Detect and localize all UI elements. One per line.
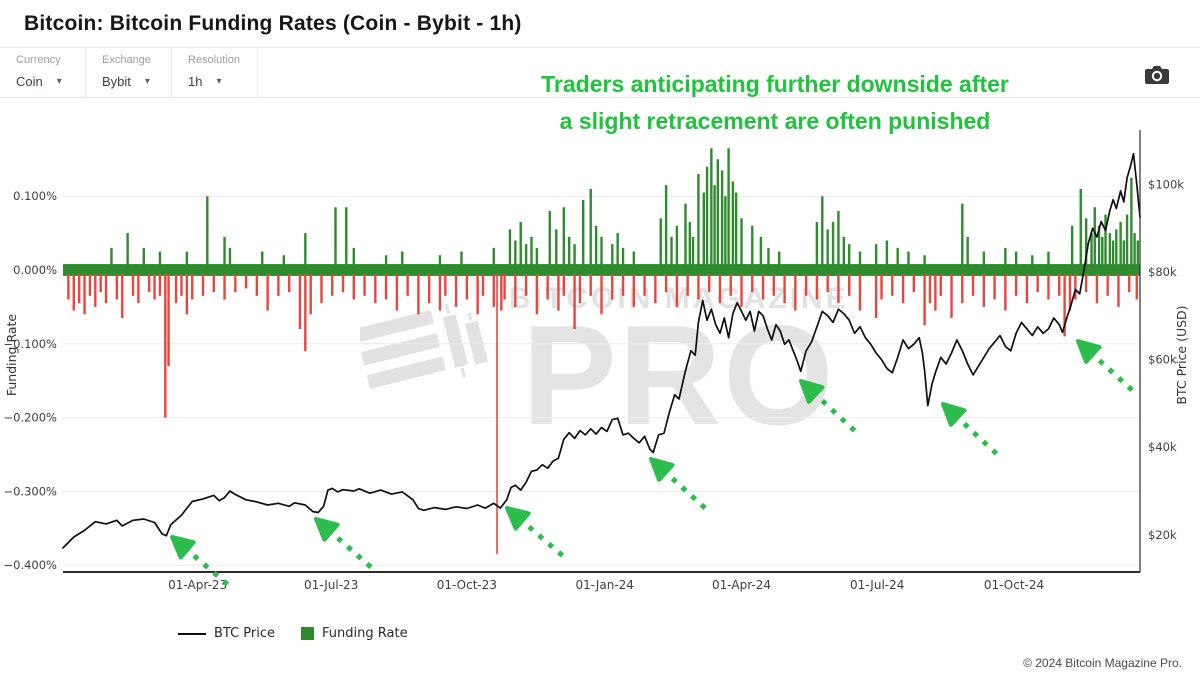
x-axis-tick-label: 01-Apr-24 — [712, 578, 771, 592]
arrow-dotted-tail — [182, 545, 235, 591]
right-axis-tick-label: $100k — [1148, 177, 1184, 191]
currency-value: Coin — [16, 74, 43, 89]
right-axis-tick-label: $40k — [1148, 440, 1177, 454]
x-axis-tick-label: 01-Jul-23 — [304, 578, 358, 592]
page-title: Bitcoin: Bitcoin Funding Rates (Coin - B… — [24, 12, 522, 35]
currency-label: Currency — [16, 54, 61, 66]
left-axis-tick-label: 0.000% — [13, 263, 57, 277]
arrow-head-icon — [170, 535, 196, 560]
arrow-head-icon — [505, 506, 531, 531]
trader-note-line2: a slight retracement are often punished — [559, 108, 991, 134]
x-axis-tick-label: 01-Jul-24 — [850, 578, 904, 592]
arrow-head-icon — [314, 517, 340, 542]
resolution-dropdown[interactable]: Resolution 1h ▾ — [172, 48, 258, 97]
chevron-down-icon: ▾ — [144, 76, 150, 87]
left-axis-tick-label: −0.200% — [4, 411, 58, 425]
resolution-value: 1h — [188, 74, 203, 89]
funding-rates-chart[interactable]: 0.100% 0.000% −0.100% −0.200% −0.300% −0.400%… — [0, 100, 1200, 675]
exchange-label: Exchange — [102, 54, 151, 66]
x-axis-tick-label: 01-Apr-23 — [168, 578, 227, 592]
x-axis-tick-label: 01-Oct-23 — [437, 578, 497, 592]
exchange-dropdown[interactable]: Exchange Bybit ▾ — [86, 48, 172, 97]
resolution-label: Resolution — [188, 54, 240, 66]
chart-toolbar: Currency Coin ▾ Exchange Bybit ▾ Resolut… — [0, 47, 1200, 98]
chevron-down-icon: ▾ — [56, 76, 62, 87]
trader-note-annotation: Traders anticipating further downside af… — [480, 66, 1070, 140]
arrow-head-icon — [1076, 339, 1102, 364]
arrow-dotted-tail — [1088, 349, 1135, 393]
legend-label: BTC Price — [214, 626, 276, 641]
bitcoin-magazine-pro-logo-icon — [360, 303, 488, 389]
arrow-dotted-tail — [661, 467, 708, 511]
chevron-down-icon: ▾ — [216, 76, 222, 87]
arrow-head-icon — [799, 379, 825, 404]
x-axis-tick-label: 01-Jan-24 — [576, 578, 634, 592]
camera-icon[interactable] — [1144, 64, 1170, 86]
arrow-dotted-tail — [811, 390, 858, 434]
left-axis-tick-label: 0.100% — [13, 189, 57, 203]
arrow-head-icon — [941, 402, 967, 427]
exchange-value: Bybit — [102, 74, 131, 89]
right-axis-title: BTC Price (USD) — [1174, 305, 1189, 404]
legend-item-funding-rate[interactable]: Funding Rate — [301, 626, 408, 641]
copyright-text: © 2024 Bitcoin Magazine Pro. — [1023, 656, 1182, 670]
left-axis-title: Funding Rate — [4, 314, 19, 397]
arrow-dotted-tail — [326, 527, 374, 570]
right-axis-tick-label: $80k — [1148, 265, 1177, 279]
btc-price-line — [62, 152, 1141, 549]
legend-item-btc-price[interactable]: BTC Price — [178, 626, 275, 641]
arrow-dotted-tail — [517, 516, 565, 558]
right-axis-tick-label: $20k — [1148, 528, 1177, 542]
legend-label: Funding Rate — [322, 626, 408, 641]
chart-legend: BTC Price Funding Rate — [178, 626, 408, 641]
left-axis-tick-label: −0.400% — [4, 558, 58, 572]
line-swatch-icon — [178, 632, 206, 635]
x-axis-tick-label: 01-Oct-24 — [984, 578, 1044, 592]
left-axis-tick-label: −0.300% — [4, 484, 58, 498]
arrow-head-icon — [649, 457, 675, 482]
right-axis-tick-label: $60k — [1148, 353, 1177, 367]
funding-band — [63, 264, 1140, 276]
currency-dropdown[interactable]: Currency Coin ▾ — [0, 48, 86, 97]
square-swatch-icon — [301, 627, 315, 640]
trader-note-line1: Traders anticipating further downside af… — [541, 71, 1009, 97]
arrow-dotted-tail — [953, 413, 1001, 458]
left-axis-tick-label: −0.100% — [4, 337, 58, 351]
